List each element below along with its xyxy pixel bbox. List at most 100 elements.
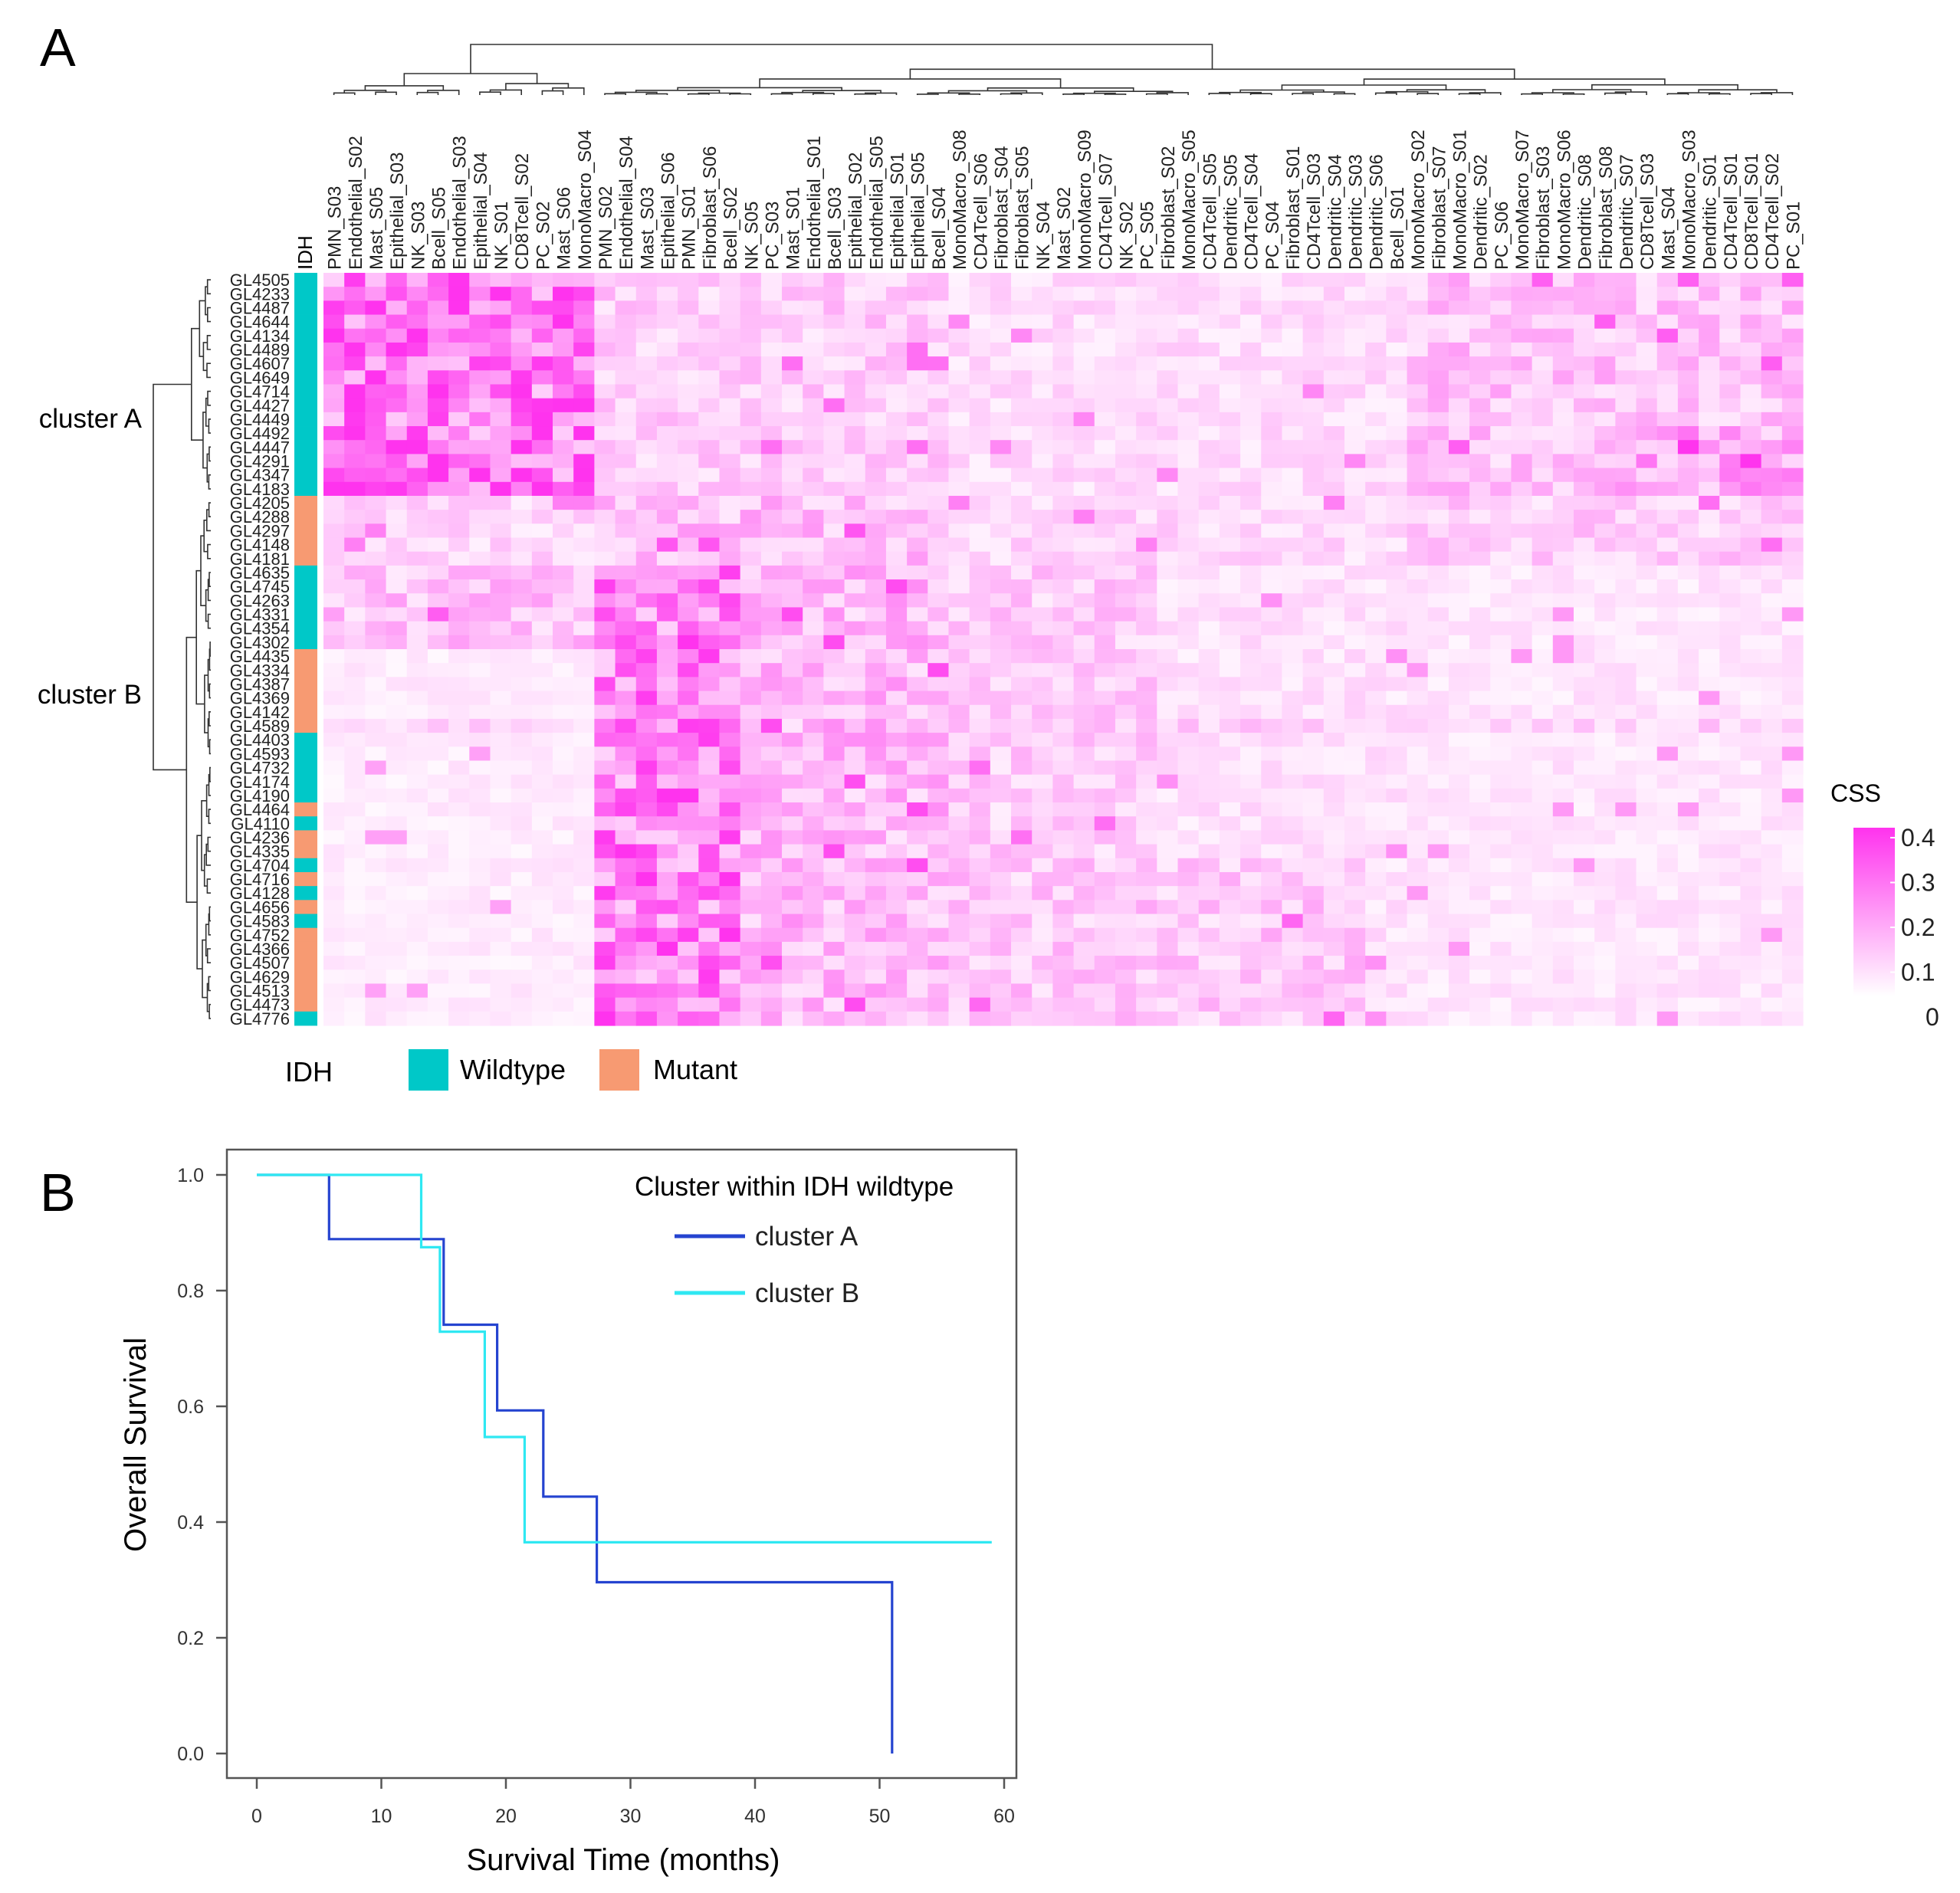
idh-cell <box>294 342 317 357</box>
heatmap-cell <box>1094 871 1116 887</box>
heatmap-cell <box>511 871 533 887</box>
heatmap-cell <box>1552 704 1574 720</box>
heatmap-cell <box>573 830 595 845</box>
heatmap-cell <box>1448 830 1470 845</box>
heatmap-cell <box>678 844 699 859</box>
heatmap-cell <box>969 510 991 524</box>
heatmap-cell <box>1719 983 1742 999</box>
heatmap-cell <box>1032 816 1054 832</box>
heatmap-cell <box>698 635 721 650</box>
heatmap-cell <box>927 523 950 539</box>
heatmap-cell <box>594 328 616 343</box>
heatmap-cell <box>594 273 616 287</box>
heatmap-cell <box>511 733 533 747</box>
heatmap-cell <box>448 287 470 301</box>
heatmap-cell <box>1636 983 1658 999</box>
heatmap-cell <box>907 495 928 510</box>
heatmap-cell <box>511 704 533 720</box>
dendrogram-branch <box>202 939 208 999</box>
column-label: Mast_S02 <box>1054 187 1075 270</box>
heatmap-cell <box>990 635 1012 650</box>
heatmap-cell <box>990 956 1012 970</box>
dendrogram-branch <box>208 502 211 517</box>
heatmap-cell <box>1469 983 1491 999</box>
heatmap-cell <box>1094 551 1116 566</box>
heatmap-cell <box>656 551 678 566</box>
heatmap-cell <box>1511 621 1533 636</box>
heatmap-cell <box>1302 607 1325 622</box>
heatmap-cell <box>1699 510 1720 524</box>
heatmap-cell <box>635 900 658 915</box>
heatmap-cell <box>1636 1011 1658 1026</box>
heatmap-cell <box>1448 927 1470 943</box>
heatmap-cell <box>1532 983 1554 999</box>
heatmap-cell <box>760 356 783 371</box>
heatmap-cell <box>1427 579 1449 594</box>
heatmap-cell <box>511 649 533 664</box>
heatmap-cell <box>990 398 1012 413</box>
heatmap-cell <box>1261 677 1283 692</box>
heatmap-cell <box>719 287 741 301</box>
heatmap-cell <box>1761 649 1783 664</box>
heatmap-cell <box>573 468 595 483</box>
heatmap-cell <box>1365 830 1387 845</box>
heatmap-cell <box>782 663 803 677</box>
heatmap-cell <box>1781 691 1804 706</box>
heatmap-cell <box>969 384 991 399</box>
heatmap-cell <box>594 941 616 956</box>
heatmap-cell <box>885 900 908 915</box>
heatmap-cell <box>1344 440 1366 455</box>
heatmap-cell <box>323 900 345 915</box>
heatmap-cell <box>1615 956 1637 970</box>
heatmap-cell <box>1656 468 1679 483</box>
column-label: Dendritic_S06 <box>1367 154 1387 270</box>
heatmap-cell <box>719 746 741 762</box>
heatmap-cell <box>1594 328 1616 343</box>
heatmap-cell <box>885 565 908 580</box>
heatmap-cell <box>1115 774 1137 789</box>
heatmap-cell <box>927 746 950 762</box>
heatmap-cell <box>1699 495 1720 510</box>
heatmap-cell <box>1136 398 1157 413</box>
heatmap-cell <box>656 412 678 427</box>
heatmap-cell <box>1781 440 1804 455</box>
heatmap-cell <box>323 579 345 594</box>
heatmap-cell <box>365 858 387 873</box>
heatmap-cell <box>1282 370 1304 385</box>
heatmap-cell <box>1094 830 1116 845</box>
heatmap-cell <box>1365 342 1387 357</box>
heatmap-cell <box>844 914 866 929</box>
heatmap-cell <box>448 481 470 497</box>
heatmap-cell <box>1011 886 1033 901</box>
heatmap-cell <box>1573 997 1595 1012</box>
heatmap-cell <box>760 510 783 524</box>
heatmap-cell <box>448 844 470 859</box>
heatmap-cell <box>1761 593 1783 609</box>
heatmap-cell <box>1052 607 1075 622</box>
heatmap-cell <box>1552 746 1574 762</box>
heatmap-cell <box>1136 440 1157 455</box>
heatmap-cell <box>885 718 908 733</box>
dendrogram-branch <box>207 390 211 406</box>
heatmap-cell <box>1323 523 1345 539</box>
heatmap-cell <box>844 858 866 873</box>
heatmap-cell <box>1136 565 1157 580</box>
heatmap-cell <box>1407 983 1429 999</box>
heatmap-cell <box>865 287 887 301</box>
heatmap-cell <box>1719 704 1742 720</box>
heatmap-cell <box>573 384 595 399</box>
heatmap-cell <box>678 370 699 385</box>
heatmap-cell <box>1532 356 1554 371</box>
heatmap-cell <box>1761 510 1783 524</box>
heatmap-cell <box>1386 1011 1408 1026</box>
heatmap-cell <box>1719 273 1742 287</box>
heatmap-cell <box>344 704 366 720</box>
heatmap-cell <box>1761 746 1783 762</box>
heatmap-cell <box>1240 956 1262 970</box>
heatmap-cell <box>1511 426 1533 441</box>
heatmap-cell <box>1032 788 1054 803</box>
heatmap-cell <box>782 788 803 803</box>
heatmap-cell <box>1094 858 1116 873</box>
heatmap-cell <box>1136 997 1157 1012</box>
heatmap-cell <box>927 927 950 943</box>
